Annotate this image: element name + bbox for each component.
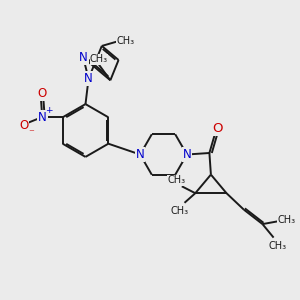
Text: CH₃: CH₃	[268, 241, 286, 251]
Text: N: N	[136, 148, 145, 161]
Text: CH₃: CH₃	[170, 206, 188, 216]
Text: +: +	[45, 106, 52, 115]
Text: O: O	[212, 122, 223, 135]
Text: CH₃: CH₃	[117, 36, 135, 46]
Text: ⁻: ⁻	[28, 128, 34, 139]
Text: O: O	[19, 119, 28, 132]
Text: N: N	[84, 72, 93, 85]
Text: N: N	[38, 111, 46, 124]
Text: CH₃: CH₃	[167, 175, 185, 185]
Text: N: N	[79, 51, 88, 64]
Text: N: N	[182, 148, 191, 161]
Text: CH₃: CH₃	[90, 54, 108, 64]
Text: O: O	[38, 87, 47, 100]
Text: CH₃: CH₃	[278, 214, 296, 225]
